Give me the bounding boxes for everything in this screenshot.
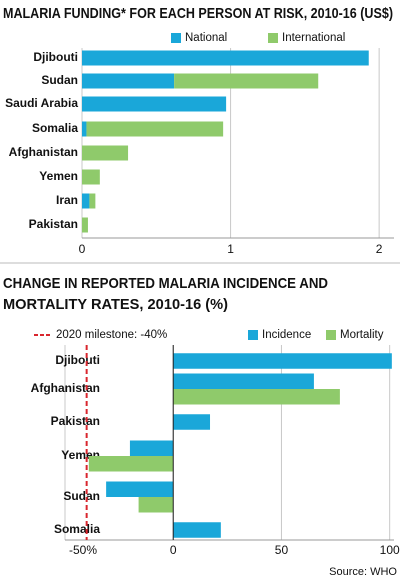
bar <box>89 193 96 209</box>
x-tick-label: 0 <box>79 242 86 256</box>
x-tick-label: 2 <box>376 242 383 256</box>
chart-title: CHANGE IN REPORTED MALARIA INCIDENCE AND <box>3 275 328 292</box>
bar <box>82 96 227 112</box>
category-label: Djibouti <box>55 353 100 367</box>
category-label: Djibouti <box>33 50 78 64</box>
x-tick-label: 50 <box>275 543 289 557</box>
category-label: Sudan <box>63 489 100 503</box>
category-label: Yemen <box>39 169 78 183</box>
bar <box>173 353 392 369</box>
bar <box>82 145 129 161</box>
bar <box>173 414 211 430</box>
bar <box>106 481 174 497</box>
source: Source: WHO <box>329 566 397 578</box>
legend-swatch <box>171 33 181 43</box>
bar <box>82 193 90 209</box>
category-label: Afghanistan <box>9 145 78 159</box>
category-label: Pakistan <box>29 217 78 231</box>
chart-title: MORTALITY RATES, 2010-16 (%) <box>3 296 228 313</box>
bar <box>129 440 174 456</box>
x-tick-label: 100 <box>380 543 400 557</box>
x-tick-label: 1 <box>227 242 234 256</box>
bar <box>173 373 314 389</box>
bar <box>173 389 340 405</box>
bar <box>173 522 221 538</box>
x-tick-label: -50% <box>69 543 97 557</box>
bar <box>82 121 87 137</box>
category-label: Saudi Arabia <box>5 96 78 110</box>
bar <box>82 50 369 66</box>
bar <box>88 456 174 472</box>
legend-swatch <box>268 33 278 43</box>
bar <box>174 73 319 89</box>
legend-label: Mortality <box>340 329 384 341</box>
bar <box>82 73 175 89</box>
category-label: Iran <box>56 193 78 207</box>
bar <box>82 217 88 233</box>
legend-label: Incidence <box>262 329 311 341</box>
category-label: Somalia <box>32 121 78 135</box>
legend-label: 2020 milestone: -40% <box>56 329 167 341</box>
bar <box>138 497 174 513</box>
category-label: Afghanistan <box>31 381 100 395</box>
category-label: Sudan <box>41 73 78 87</box>
bar <box>86 121 224 137</box>
bar <box>82 169 100 185</box>
legend-swatch <box>326 330 336 340</box>
legend-label: International <box>282 32 345 44</box>
category-label: Somalia <box>54 522 100 536</box>
legend-label: National <box>185 32 227 44</box>
chart-title: MALARIA FUNDING* FOR EACH PERSON AT RISK… <box>3 5 393 22</box>
category-label: Pakistan <box>51 414 100 428</box>
legend-swatch <box>248 330 258 340</box>
x-tick-label: 0 <box>170 543 177 557</box>
